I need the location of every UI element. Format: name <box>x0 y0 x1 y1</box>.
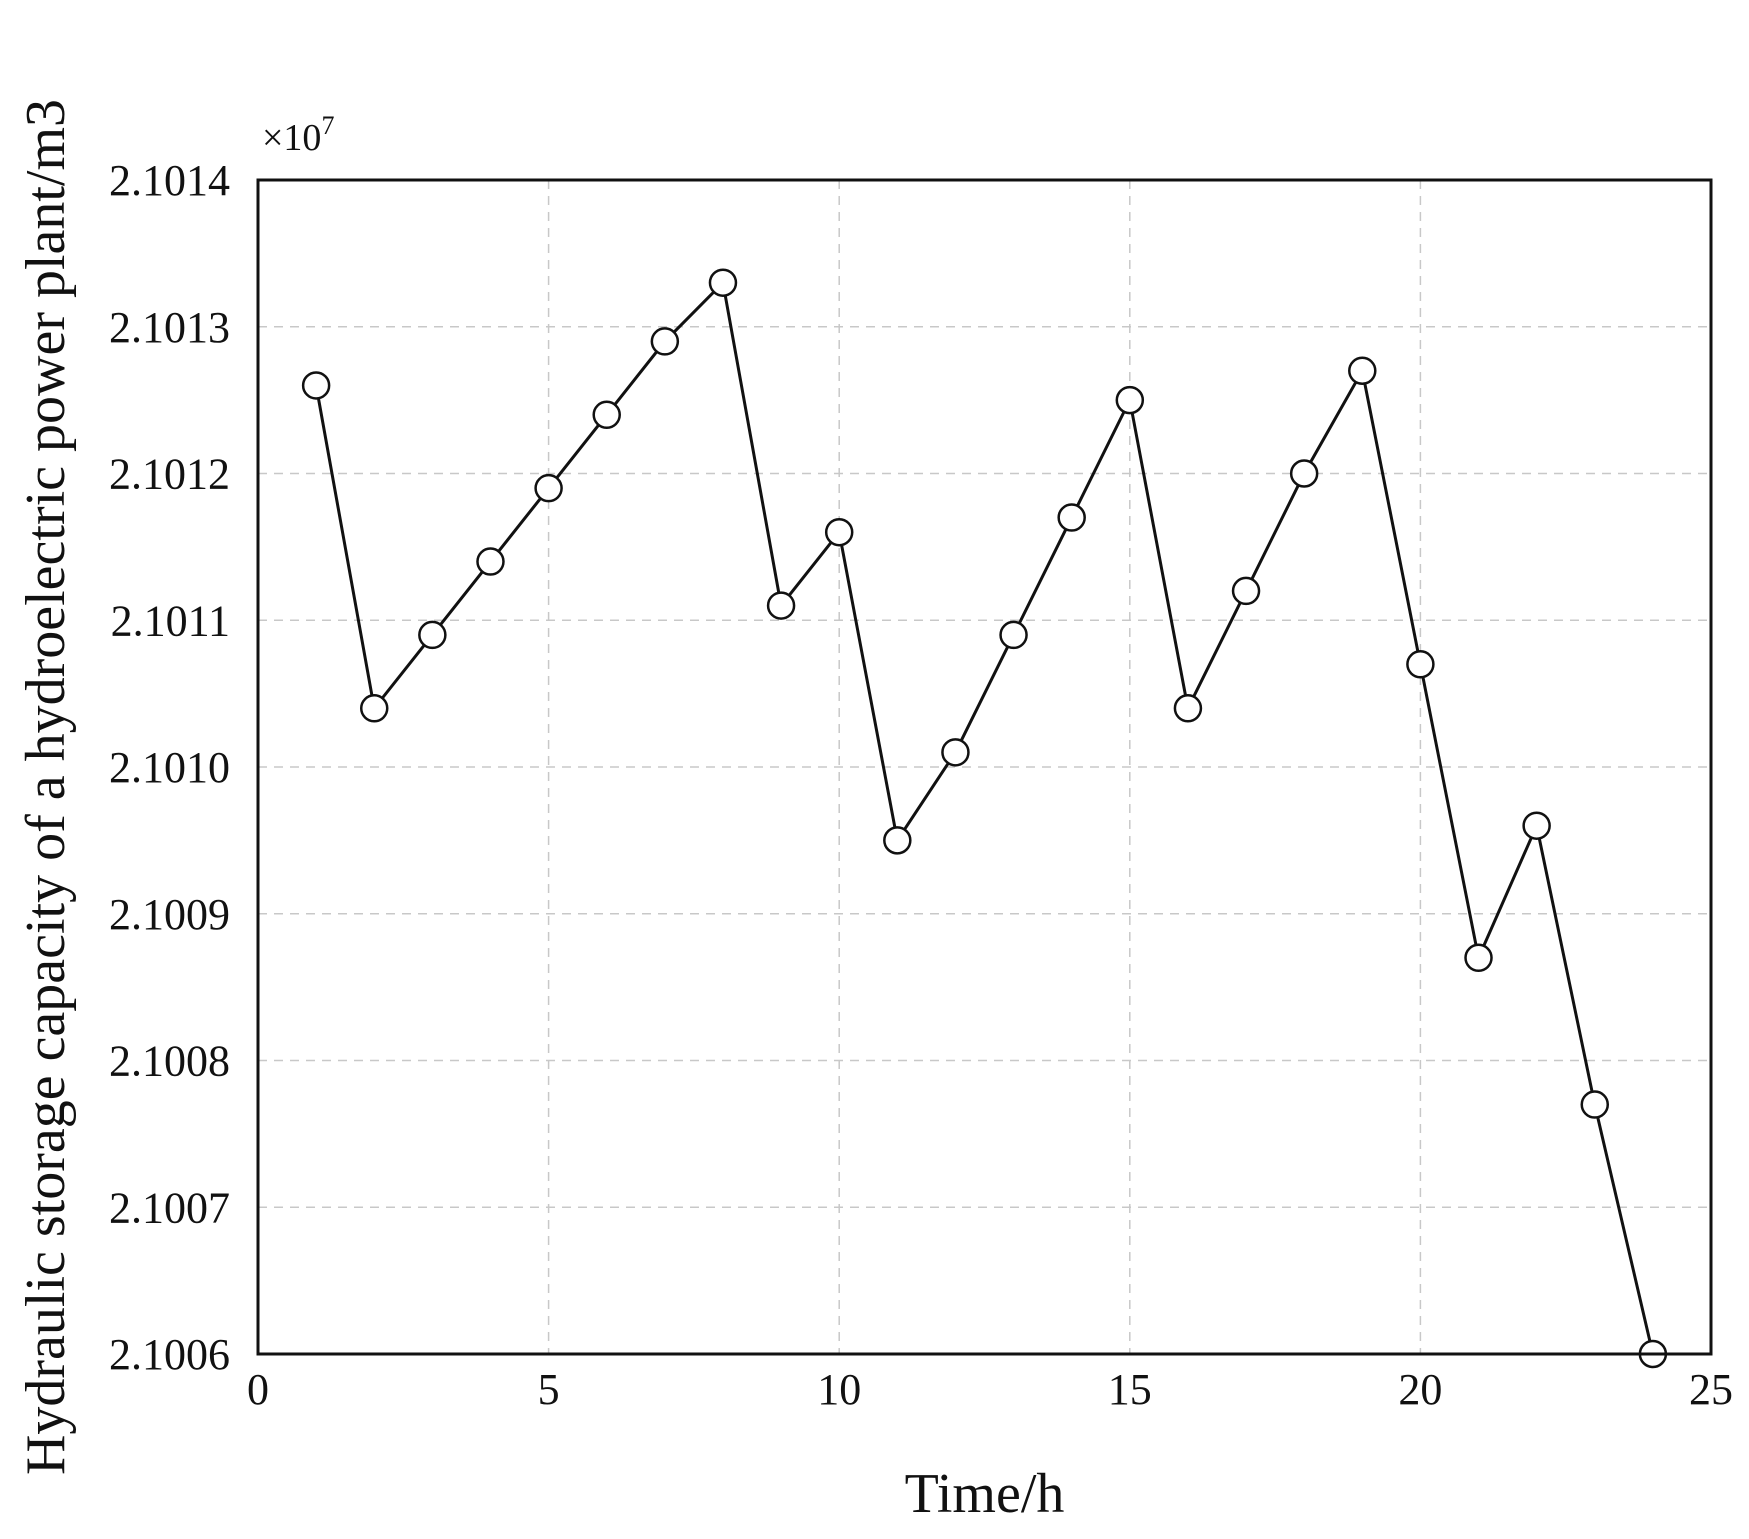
data-point <box>1289 459 1319 488</box>
data-point <box>999 620 1028 650</box>
y-tick-label: 2.1012 <box>109 450 230 499</box>
y-tick-label: 2.1008 <box>109 1037 230 1086</box>
data-point <box>1522 811 1551 840</box>
data-point <box>1057 503 1086 532</box>
x-axis-label: Time/h <box>905 1463 1065 1525</box>
data-point <box>708 268 738 297</box>
grid-lines <box>258 180 1711 1354</box>
data-point <box>592 400 621 430</box>
data-markers <box>301 268 1668 1369</box>
plot-frame <box>256 178 1713 1356</box>
data-point <box>476 547 505 576</box>
y-tick-label: 2.1011 <box>111 596 230 645</box>
x-tick-labels: 0 5 10 15 20 25 <box>247 1365 1733 1414</box>
data-point <box>883 826 912 855</box>
y-tick-label: 2.1009 <box>109 890 230 939</box>
y-multiplier-label: ×107 <box>262 111 334 159</box>
data-point <box>418 620 447 650</box>
x-tick-label: 5 <box>538 1365 560 1414</box>
data-point <box>1173 694 1203 723</box>
y-tick-label: 2.1007 <box>109 1183 230 1232</box>
x-tick-label: 10 <box>817 1365 861 1414</box>
data-point <box>1464 943 1493 973</box>
data-point <box>1406 650 1435 679</box>
y-tick-label: 2.1010 <box>109 743 230 792</box>
series-polyline <box>314 279 1655 1355</box>
data-point <box>941 738 970 767</box>
x-tick-label: 0 <box>247 1365 269 1414</box>
y-tick-label: 2.1014 <box>109 156 230 205</box>
y-axis-label: Hydraulic storage capacity of a hydroele… <box>15 99 77 1475</box>
x-tick-label: 20 <box>1398 1365 1442 1414</box>
series-line <box>314 279 1655 1355</box>
data-point <box>359 694 389 723</box>
x-tick-label: 25 <box>1689 1365 1733 1414</box>
data-point <box>534 473 563 503</box>
y-tick-label: 2.1013 <box>109 303 230 352</box>
data-point <box>301 371 331 400</box>
x-tick-label: 15 <box>1108 1365 1152 1414</box>
data-point <box>1231 576 1261 606</box>
y-tick-labels: 2.1006 2.1007 2.1008 2.1009 2.1010 2.1011 2.10… <box>109 156 230 1379</box>
data-point <box>1580 1090 1610 1119</box>
y-tick-label: 2.1006 <box>109 1330 230 1379</box>
data-point <box>824 517 854 547</box>
data-point <box>1115 385 1145 415</box>
data-point <box>766 591 796 620</box>
data-point <box>1348 356 1377 386</box>
data-point <box>650 327 680 356</box>
